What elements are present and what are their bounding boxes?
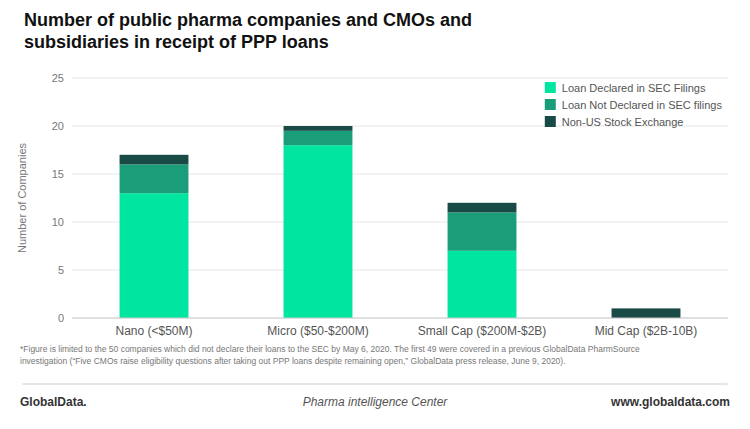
legend-swatch	[545, 99, 556, 110]
y-tick-label: 5	[58, 264, 64, 276]
x-axis-line	[72, 318, 728, 319]
y-tick-label: 15	[52, 168, 64, 180]
y-tick-label: 10	[52, 216, 64, 228]
legend-label: Loan Declared in SEC Filings	[562, 82, 706, 94]
bar-segment	[120, 164, 189, 193]
footer-center: Pharma intelligence Center	[303, 395, 449, 409]
footnote-line: *Figure is limited to the 50 companies w…	[20, 344, 640, 354]
title: Number of public pharma companies and CM…	[24, 10, 472, 52]
legend: Loan Declared in SEC Filings Loan Not Dec…	[545, 82, 723, 128]
y-tick-label: 25	[52, 72, 64, 84]
background	[0, 0, 750, 429]
bar-segment	[284, 131, 353, 145]
y-tick-label: 0	[58, 312, 64, 324]
footnote-line: investigation (“Five CMOs raise eligibil…	[20, 356, 566, 366]
bar-segment	[120, 155, 189, 165]
x-tick-label: Mid Cap ($2B-10B)	[595, 324, 698, 338]
footnote: *Figure is limited to the 50 companies w…	[20, 344, 640, 366]
bar-segment	[448, 212, 517, 250]
bar-segment	[120, 193, 189, 318]
bars	[120, 126, 681, 318]
legend-label: Non-US Stock Exchange	[562, 116, 684, 128]
grid-line	[72, 78, 728, 79]
bar-segment	[284, 126, 353, 131]
chart: Number of public pharma companies and CM…	[0, 0, 750, 429]
title-line: Number of public pharma companies and CM…	[24, 10, 472, 30]
grid	[72, 78, 728, 318]
legend-swatch	[545, 116, 556, 127]
chart-container: Number of public pharma companies and CM…	[0, 0, 750, 429]
x-tick-label: Nano (<$50M)	[115, 324, 192, 338]
footer-left: GlobalData.	[20, 395, 87, 409]
grid-line	[72, 318, 728, 319]
x-tick-label: Micro ($50-$200M)	[267, 324, 368, 338]
bar-segment	[612, 308, 681, 318]
title-line: subsidiaries in receipt of PPP loans	[24, 32, 329, 52]
footer-right: www.globaldata.com	[610, 395, 730, 409]
legend-label: Loan Not Declared in SEC filings	[562, 99, 723, 111]
footer-separator	[23, 384, 728, 385]
y-axis-label: Number of Companies	[16, 142, 28, 253]
bar-segment	[448, 251, 517, 318]
legend-swatch	[545, 82, 556, 93]
bar-segment	[284, 145, 353, 318]
x-tick-label: Small Cap ($200M-$2B)	[418, 324, 547, 338]
y-tick-label: 20	[52, 120, 64, 132]
bar-segment	[448, 203, 517, 213]
